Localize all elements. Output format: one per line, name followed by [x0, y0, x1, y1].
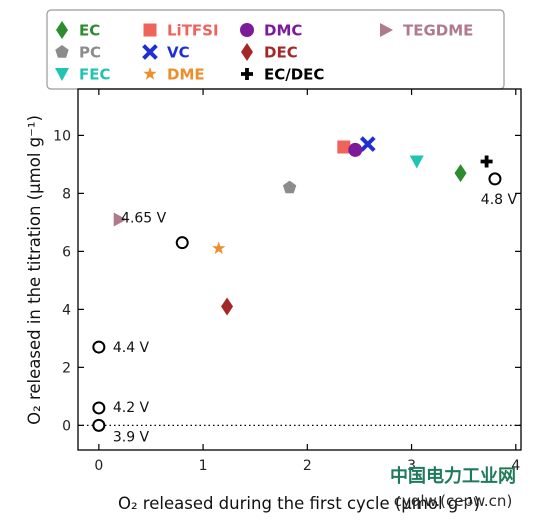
x-axis-title: O₂ released during the first cycle (μmol…	[118, 494, 480, 513]
legend-item: PC	[55, 44, 101, 62]
data-point-ec-dec	[480, 155, 493, 168]
legend-item: DMC	[240, 22, 302, 40]
legend-marker	[55, 45, 69, 58]
legend-marker	[240, 23, 254, 37]
legend-item: EC/DEC	[241, 66, 324, 84]
legend-marker	[380, 23, 393, 37]
watermark-url: cyqlw.(cepw.cn)	[394, 492, 513, 510]
legend-label: EC	[79, 22, 100, 40]
y-tick-label: 6	[62, 244, 71, 260]
data-point-vc	[359, 136, 376, 152]
data-point-voltage	[175, 236, 189, 250]
data-point-fec	[409, 155, 424, 169]
data-point-tegdme	[113, 212, 127, 227]
watermark-text: 中国电力工业网	[390, 465, 516, 487]
legend-item: DME	[143, 66, 205, 84]
voltage-label: 4.8 V	[481, 192, 518, 208]
annotations-layer: 3.9 V 4.2 V 4.4 V 4.65 V 4.8 V	[113, 192, 518, 445]
x-tick-label: 1	[199, 458, 208, 474]
x-tick-label: 2	[303, 458, 312, 474]
legend-label: DMC	[264, 22, 302, 40]
legend-marker	[143, 23, 157, 37]
voltage-label: 4.4 V	[113, 340, 150, 356]
data-point-voltage	[92, 340, 106, 354]
legend-marker	[55, 68, 69, 81]
legend-item: VC	[142, 44, 190, 62]
data-point-dme	[212, 241, 226, 255]
data-point-pc	[282, 180, 297, 194]
legend-item: DEC	[241, 43, 298, 62]
legend-marker	[143, 67, 157, 80]
legend-marker	[142, 44, 158, 60]
watermark: 中国电力工业网 cyqlw.(cepw.cn)	[390, 465, 516, 510]
legend-label: EC/DEC	[264, 66, 324, 84]
legend-item: FEC	[55, 66, 111, 84]
legend-label: DEC	[264, 44, 298, 62]
legend-label: PC	[79, 44, 101, 62]
data-point-dec	[221, 297, 234, 316]
legend-label: LiTFSI	[167, 22, 219, 40]
y-tick-label: 2	[62, 360, 71, 376]
ticks-layer: 0 1 2 3 4 0 2 4 6 8 10	[53, 89, 521, 474]
data-point-litfsi	[337, 140, 351, 154]
voltage-label: 4.65 V	[121, 211, 167, 227]
y-tick-label: 4	[62, 302, 71, 318]
data-point-ec	[454, 164, 467, 183]
legend-label: DME	[167, 66, 205, 84]
y-tick-label: 10	[53, 128, 71, 144]
legend-item: EC	[56, 21, 100, 40]
legend-label: VC	[167, 44, 190, 62]
data-point-voltage	[92, 418, 106, 432]
data-point-voltage	[92, 401, 106, 415]
y-axis-title: O₂ released in the titration (μmol g⁻¹)	[25, 115, 44, 425]
legend-marker	[241, 68, 253, 80]
legend-item: TEGDME	[380, 22, 473, 40]
x-tick-label: 3	[407, 458, 416, 474]
data-point-voltage	[488, 172, 502, 186]
data-point-dmc	[348, 142, 363, 157]
legend-marker	[241, 43, 253, 61]
legend-item: LiTFSI	[143, 22, 219, 40]
y-tick-label: 0	[62, 418, 71, 434]
x-tick-label: 0	[94, 458, 103, 474]
points-layer	[92, 136, 502, 432]
legend: EC PC FEC LiTFSI VC DME DMC DEC EC/DEC TEGDME	[46, 9, 505, 90]
legend-label: TEGDME	[403, 22, 473, 40]
plot-frame	[77, 88, 522, 451]
legend-marker	[56, 21, 68, 39]
y-tick-label: 8	[62, 186, 71, 202]
voltage-label: 4.2 V	[113, 400, 150, 416]
legend-label: FEC	[79, 66, 111, 84]
x-tick-label: 4	[511, 458, 520, 474]
voltage-label: 3.9 V	[113, 429, 150, 445]
